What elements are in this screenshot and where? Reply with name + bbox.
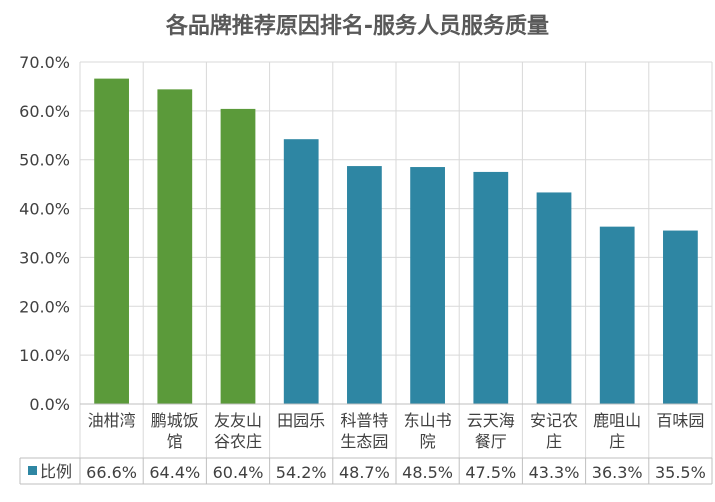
data-label: 66.6% [86,463,137,482]
x-tick-label: 鹏城饭馆 [150,411,199,451]
x-tick-label: 百味园 [656,411,705,430]
x-tick-label: 安记农庄 [529,411,578,451]
data-label: 35.5% [655,463,706,482]
bar [220,108,256,404]
bar [473,171,509,404]
chart-title: 各品牌推荐原因排名-服务人员服务质量 [165,14,550,39]
y-tick-label: 70.0% [19,53,70,72]
y-tick-label: 40.0% [19,200,70,219]
x-tick-label: 鹿咀山庄 [593,411,642,451]
bar [347,166,382,404]
x-tick-label: 科普特生态园 [340,411,389,451]
data-label: 48.5% [402,463,453,482]
y-tick-label: 30.0% [19,248,70,267]
data-label: 43.3% [529,463,580,482]
y-tick-label: 60.0% [19,102,70,121]
y-tick-label: 20.0% [19,297,70,316]
data-label: 47.5% [465,463,516,482]
x-tick-label: 油柑湾 [87,411,136,430]
data-label: 54.2% [276,463,327,482]
bar [94,78,129,405]
bar [410,167,445,404]
bar [157,89,193,405]
data-label: 48.7% [339,463,390,482]
data-label: 36.3% [592,463,643,482]
x-tick-label: 东山书院 [403,411,452,451]
x-tick-label: 田园乐 [277,411,326,430]
y-tick-label: 10.0% [19,346,70,365]
x-tick-label: 云天海餐厅 [466,411,515,451]
x-tick-label: 友友山谷农庄 [213,411,262,451]
bar [599,226,635,404]
bar [283,139,319,405]
data-label: 60.4% [213,463,264,482]
y-tick-label: 50.0% [19,151,70,170]
bar [536,192,572,404]
legend-key [28,466,37,475]
data-label: 64.4% [149,463,200,482]
bar [663,230,698,404]
y-tick-label: 0.0% [29,395,70,414]
legend-label: 比例 [40,462,72,481]
